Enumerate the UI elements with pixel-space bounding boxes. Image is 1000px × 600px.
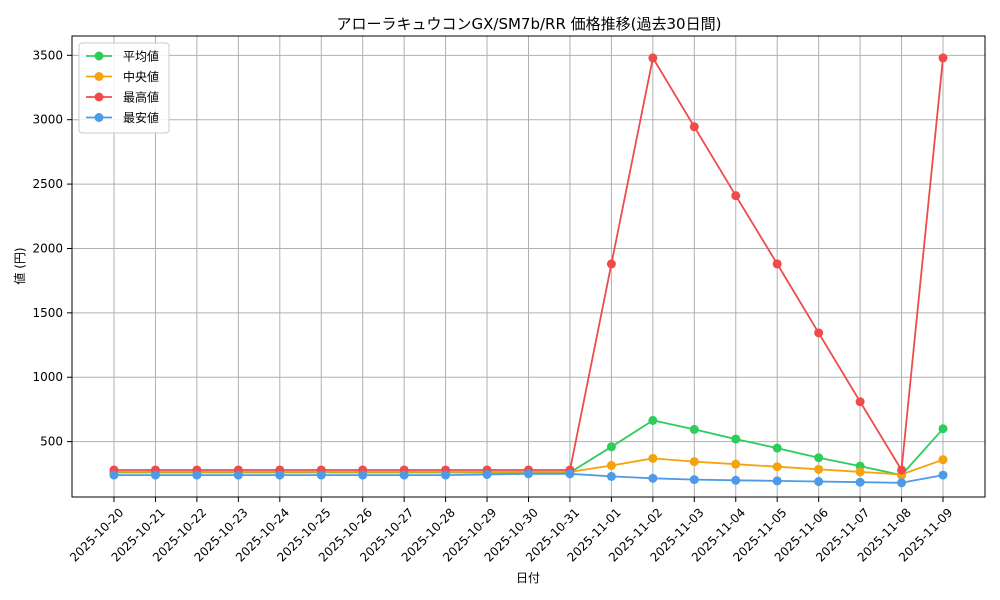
data-point	[689, 457, 699, 467]
legend-label: 最安値	[123, 110, 159, 125]
data-point	[648, 473, 658, 483]
data-point	[565, 469, 575, 479]
data-point	[855, 397, 865, 407]
y-tick-label: 500	[40, 435, 63, 449]
data-point	[772, 443, 782, 453]
data-point	[399, 470, 409, 480]
x-axis-label: 日付	[516, 571, 540, 585]
data-point	[150, 470, 160, 480]
y-tick-label: 3500	[32, 48, 63, 62]
data-point	[938, 53, 948, 63]
data-point	[814, 328, 824, 338]
y-tick-label: 2500	[32, 177, 63, 191]
data-point	[772, 259, 782, 269]
data-point	[606, 460, 616, 470]
legend-swatch-marker	[94, 92, 104, 102]
data-point	[855, 467, 865, 477]
data-point	[689, 475, 699, 485]
data-point	[316, 470, 326, 480]
data-point	[606, 471, 616, 481]
legend-box	[78, 42, 170, 134]
legend-swatch-marker	[94, 51, 104, 61]
data-point	[606, 442, 616, 452]
data-point	[648, 53, 658, 63]
data-point	[731, 434, 741, 444]
legend-entry: 最高値	[86, 90, 159, 105]
data-point	[648, 415, 658, 425]
y-tick-label: 1000	[32, 370, 63, 384]
y-tick-label: 1500	[32, 306, 63, 320]
data-point	[606, 259, 616, 269]
legend-entry: 中央値	[86, 69, 159, 84]
legend-swatch-marker	[94, 72, 104, 81]
data-point	[731, 191, 741, 201]
data-point	[772, 462, 782, 472]
legend-entry: 最安値	[86, 110, 159, 125]
data-point	[897, 465, 907, 475]
legend-label: 最高値	[123, 90, 159, 105]
data-point	[358, 470, 368, 480]
data-point	[814, 477, 824, 487]
data-point	[938, 424, 948, 434]
data-point	[814, 453, 824, 463]
y-axis: 500 1000 1500 2000 2500 3000 3500	[32, 48, 72, 449]
chart-title: アローラキュウコンGX/SM7b/RR 価格推移(過去30日間)	[337, 15, 722, 33]
legend-swatch-marker	[94, 113, 104, 122]
data-point	[524, 469, 533, 479]
legend-label: 中央値	[123, 69, 159, 84]
data-point	[814, 464, 824, 474]
data-point	[689, 424, 699, 434]
data-point	[938, 455, 948, 465]
data-point	[275, 470, 285, 480]
data-point	[731, 475, 741, 485]
grid	[72, 36, 985, 497]
legend-entry: 平均値	[86, 49, 159, 64]
data-point	[109, 470, 119, 480]
data-point	[192, 470, 202, 480]
y-axis-label: 値 (円)	[12, 247, 27, 284]
x-axis: 2025-10-202025-10-212025-10-222025-10-23…	[67, 497, 955, 565]
data-point	[482, 469, 492, 479]
legend-label: 平均値	[123, 49, 159, 64]
data-point	[897, 478, 907, 488]
data-point	[689, 122, 699, 132]
data-point	[731, 459, 741, 469]
data-point	[855, 477, 865, 487]
y-tick-label: 2000	[32, 241, 63, 255]
data-point	[772, 476, 782, 486]
data-point	[648, 453, 658, 463]
data-point	[441, 470, 451, 480]
y-tick-label: 3000	[32, 113, 63, 127]
data-point	[233, 470, 243, 480]
series-3	[109, 469, 948, 488]
data-point	[938, 470, 948, 480]
series-layer	[109, 53, 948, 488]
